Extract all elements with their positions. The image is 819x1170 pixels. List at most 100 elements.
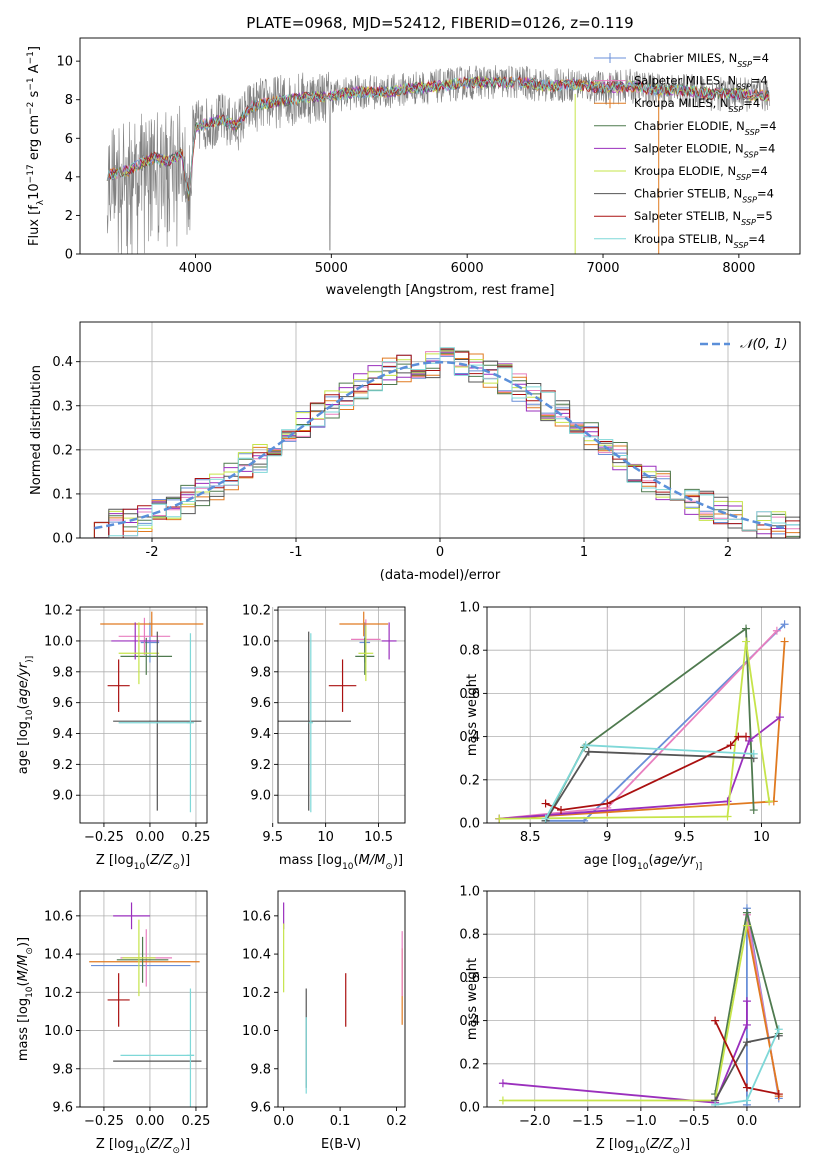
x-axis-label-residuals: (data-model)/error: [380, 568, 501, 583]
spectrum-model-line: [106, 76, 770, 201]
y-tick-label: 9.2: [250, 758, 271, 773]
weight-marker: [498, 1079, 507, 1088]
spectrum-model-line: [106, 76, 770, 195]
axes-frame: [79, 606, 208, 824]
label-part: A: [27, 64, 42, 77]
x-tick-label: −2.0: [519, 1114, 551, 1129]
label-part: )]: [25, 656, 35, 663]
y-tick-label: 9.6: [250, 1101, 271, 1116]
y-axis-label-mass: mass [log10(M/M⊙)]: [16, 937, 35, 1061]
weight-marker: [584, 747, 593, 756]
label-part: ⊙: [172, 862, 180, 872]
label-part: (: [16, 704, 31, 709]
y-tick-label: 10.0: [242, 1024, 271, 1039]
legend-label: Salpeter STELIB, NSSP=5: [634, 209, 773, 227]
legend-label: Chabrier MILES, NSSP=4: [634, 51, 769, 69]
y-tick-label: 0.8: [459, 644, 480, 659]
y-tick-label: 0.0: [52, 532, 73, 547]
y-tick-label: 6: [65, 132, 73, 147]
plot-area-residuals: [80, 347, 800, 538]
label-part: (: [645, 1137, 650, 1152]
y-tick-label: 0.4: [52, 355, 73, 370]
label-part: )]: [180, 1137, 190, 1152]
weight-marker: [780, 637, 789, 646]
y-tick-label: 9.6: [52, 1101, 73, 1116]
axes-weight_vs_age: 8.5 9 9.5 10 0.0 0.2 0.4 0.6 0.8 1.0: [459, 601, 801, 845]
label-part: )]: [680, 1137, 690, 1152]
y-tick-label: 10.2: [44, 604, 73, 619]
weight-marker: [723, 797, 732, 806]
legend-label: Kroupa MILES, NSSP=4: [634, 96, 760, 114]
x-tick-label: 0.25: [181, 1114, 210, 1129]
weight-marker: [742, 1096, 751, 1105]
y-tick-label: 9.8: [52, 665, 73, 680]
label-part: 10: [637, 862, 649, 872]
axes-weight_vs_Z: −2.0 −1.5 −1.0 −0.5 0.0 0.0 0.2 0.4 0.6 0.8 1.0: [459, 885, 801, 1129]
x-tick-label: 9.5: [262, 830, 283, 845]
x-tick-label: 10: [317, 830, 334, 845]
weight-marker: [742, 637, 751, 646]
label-part: M/M: [16, 955, 31, 982]
x-tick-label: 6000: [451, 261, 484, 276]
y-tick-label: 9.8: [250, 1062, 271, 1077]
x-tick-label: 2: [724, 545, 732, 560]
y-tick-label: 9.0: [250, 789, 271, 804]
x-tick-label: 7000: [586, 261, 619, 276]
x-axis-label-age-Z: Z [log10(Z/Z⊙)]: [96, 853, 190, 872]
label-part: ⊙: [25, 947, 35, 955]
y-tick-label: 0: [65, 248, 73, 263]
spectrum-model-line: [106, 76, 770, 195]
label-part: −2: [26, 102, 36, 115]
x-tick-label: 5000: [315, 261, 348, 276]
x-tick-label: −0.5: [678, 1114, 710, 1129]
x-tick-label: 8000: [722, 261, 755, 276]
weight-marker: [541, 799, 550, 808]
y-tick-label: 10.2: [44, 986, 73, 1001]
weight-marker: [742, 624, 751, 633]
label-part: 10: [134, 1146, 146, 1156]
label-part: mass [log: [16, 998, 31, 1061]
y-tick-label: 9.6: [52, 696, 73, 711]
y-tick-label: 0.6: [459, 687, 480, 702]
legend-label: Salpeter ELODIE, NSSP=4: [634, 141, 775, 159]
label-part: 10: [25, 709, 35, 721]
weight-marker: [557, 806, 566, 815]
x-tick-label: 10: [753, 830, 770, 845]
label-part: )]: [393, 853, 403, 868]
axes-spectrum: 4000 5000 6000 7000 8000 0 2 4 6 8 10: [56, 37, 801, 276]
y-tick-label: 10.0: [44, 634, 73, 649]
weight-marker: [774, 1090, 783, 1099]
weight-marker: [749, 749, 758, 758]
axes-frame: [79, 890, 208, 1108]
label-part: −1: [26, 77, 36, 90]
x-tick-label: 0.1: [330, 1114, 351, 1129]
spectrum-model-line: [106, 75, 770, 192]
x-tick-label: −0.25: [84, 830, 124, 845]
weight-marker: [726, 741, 735, 750]
label-part: age/yr: [654, 853, 697, 868]
x-tick-label: 0.0: [737, 1114, 758, 1129]
y-tick-label: 9.0: [52, 789, 73, 804]
label-part: 10: [134, 862, 146, 872]
label-part: age [log: [584, 853, 637, 868]
figure-title: PLATE=0968, MJD=52412, FIBERID=0126, z=0…: [246, 14, 633, 32]
weight-line: [499, 716, 781, 820]
y-tick-label: 10.4: [242, 948, 271, 963]
label-part: Z [log: [596, 1137, 634, 1152]
axes-age_vs_Z: −0.25 0.00 0.25 9.0 9.2 9.4 9.6 9.8 10.0 10.2: [44, 604, 210, 845]
label-part: (: [145, 853, 150, 868]
y-axis-label-weight-age: mass weight: [465, 674, 480, 756]
axes-age_vs_mass: 9.5 10 10.5 9.0 9.2 9.4 9.6 9.8 10.0 10.2: [242, 604, 406, 845]
x-axis-label-ebv: E(B-V): [321, 1137, 361, 1152]
x-tick-label: -1: [290, 545, 303, 560]
label-part: mass [log: [279, 853, 342, 868]
label-part: −1: [26, 51, 36, 64]
axes-frame: [79, 37, 801, 255]
x-tick-label: −1.0: [625, 1114, 657, 1129]
x-axis-label-weight-age: age [log10(age/yr)]: [584, 853, 702, 872]
gaussian-curve: [94, 360, 786, 530]
y-tick-label: 10.6: [44, 909, 73, 924]
y-tick-label: 9.8: [250, 665, 271, 680]
weight-marker: [498, 1096, 507, 1105]
label-part: Flux [f: [27, 205, 42, 246]
